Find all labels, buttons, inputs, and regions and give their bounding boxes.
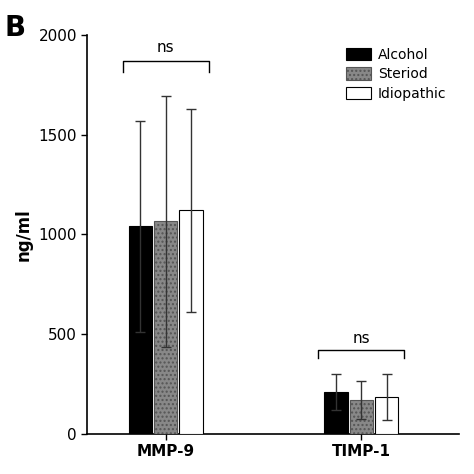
Bar xyxy=(180,210,203,434)
Bar xyxy=(349,400,373,434)
Text: ns: ns xyxy=(352,331,370,346)
Text: ns: ns xyxy=(157,40,174,55)
Bar xyxy=(375,397,398,434)
Legend: Alcohol, Steriod, Idiopathic: Alcohol, Steriod, Idiopathic xyxy=(340,42,452,106)
Bar xyxy=(128,227,152,434)
Text: B: B xyxy=(5,14,26,42)
Bar xyxy=(154,221,177,434)
Bar xyxy=(324,392,347,434)
Y-axis label: ng/ml: ng/ml xyxy=(15,208,33,261)
